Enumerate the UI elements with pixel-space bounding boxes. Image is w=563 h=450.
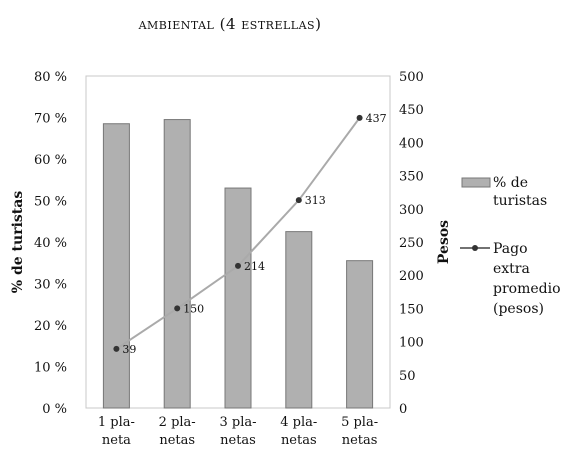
- x-tick-label: 5 pla-: [341, 415, 378, 430]
- legend-swatch-marker: [472, 245, 478, 251]
- y-right-tick-label: 250: [399, 236, 424, 251]
- y-left-tick-label: 0 %: [42, 402, 67, 417]
- legend-label-line: extra: [493, 261, 530, 277]
- y-right-tick-label: 100: [399, 336, 424, 351]
- line-point: [356, 114, 363, 121]
- y-right-tick-label: 150: [399, 302, 424, 317]
- y-left-tick-label: 10 %: [34, 361, 67, 376]
- x-tick-label: 4 pla-: [280, 415, 317, 430]
- line-point: [113, 345, 120, 352]
- legend-label-bar: turistas: [493, 193, 547, 209]
- legend-label-line: Pago: [493, 241, 528, 257]
- y-right-axis-title: Pesos: [436, 220, 452, 264]
- x-tick-label: netas: [281, 433, 317, 448]
- line-point: [235, 262, 241, 269]
- chart-title: AMBIENTAL (4 ESTRELLAS): [30, 14, 430, 33]
- legend-label-line: promedio: [493, 281, 561, 297]
- y-right-tick-label: 400: [399, 136, 424, 151]
- bar: [102, 123, 130, 409]
- y-left-tick-label: 40 %: [34, 236, 67, 251]
- data-label: 437: [366, 112, 387, 125]
- bar: [224, 187, 252, 409]
- x-tick-label: 2 pla-: [159, 415, 196, 430]
- y-left-tick-label: 50 %: [34, 195, 67, 210]
- legend-swatch-bar: [461, 177, 491, 188]
- y-right-tick-label: 350: [399, 170, 424, 185]
- bar: [285, 231, 313, 409]
- y-right-tick-label: 500: [399, 70, 424, 85]
- x-tick-label: netas: [342, 433, 378, 448]
- bar: [163, 119, 191, 409]
- data-label: 39: [122, 343, 136, 356]
- x-tick-label: netas: [220, 433, 256, 448]
- data-label: 313: [305, 194, 326, 207]
- line-point: [174, 305, 181, 312]
- x-tick-label: 1 pla-: [98, 415, 135, 430]
- x-tick-label: neta: [102, 433, 131, 448]
- y-right-tick-label: 300: [399, 203, 424, 218]
- y-right-tick-label: 450: [399, 103, 424, 118]
- chart-title-text: AMBIENTAL (4 ESTRELLAS): [138, 15, 322, 33]
- legend-label-bar: % de: [493, 175, 528, 191]
- legend-label-line: (pesos): [493, 301, 544, 317]
- y-right-tick-label: 0: [399, 402, 407, 417]
- y-right-tick-label: 50: [399, 369, 416, 384]
- data-label: 214: [244, 260, 265, 273]
- y-left-tick-label: 30 %: [34, 278, 67, 293]
- y-left-tick-label: 60 %: [34, 153, 67, 168]
- y-left-axis-title: % de turistas: [10, 191, 26, 294]
- y-right-tick-label: 200: [399, 269, 424, 284]
- y-left-tick-label: 20 %: [34, 319, 67, 334]
- y-left-tick-label: 80 %: [34, 70, 67, 85]
- data-label: 150: [183, 302, 204, 315]
- x-tick-label: netas: [159, 433, 195, 448]
- x-tick-label: 3 pla-: [219, 415, 256, 430]
- bar: [346, 260, 374, 409]
- line-point: [295, 197, 302, 204]
- y-left-tick-label: 70 %: [34, 112, 67, 127]
